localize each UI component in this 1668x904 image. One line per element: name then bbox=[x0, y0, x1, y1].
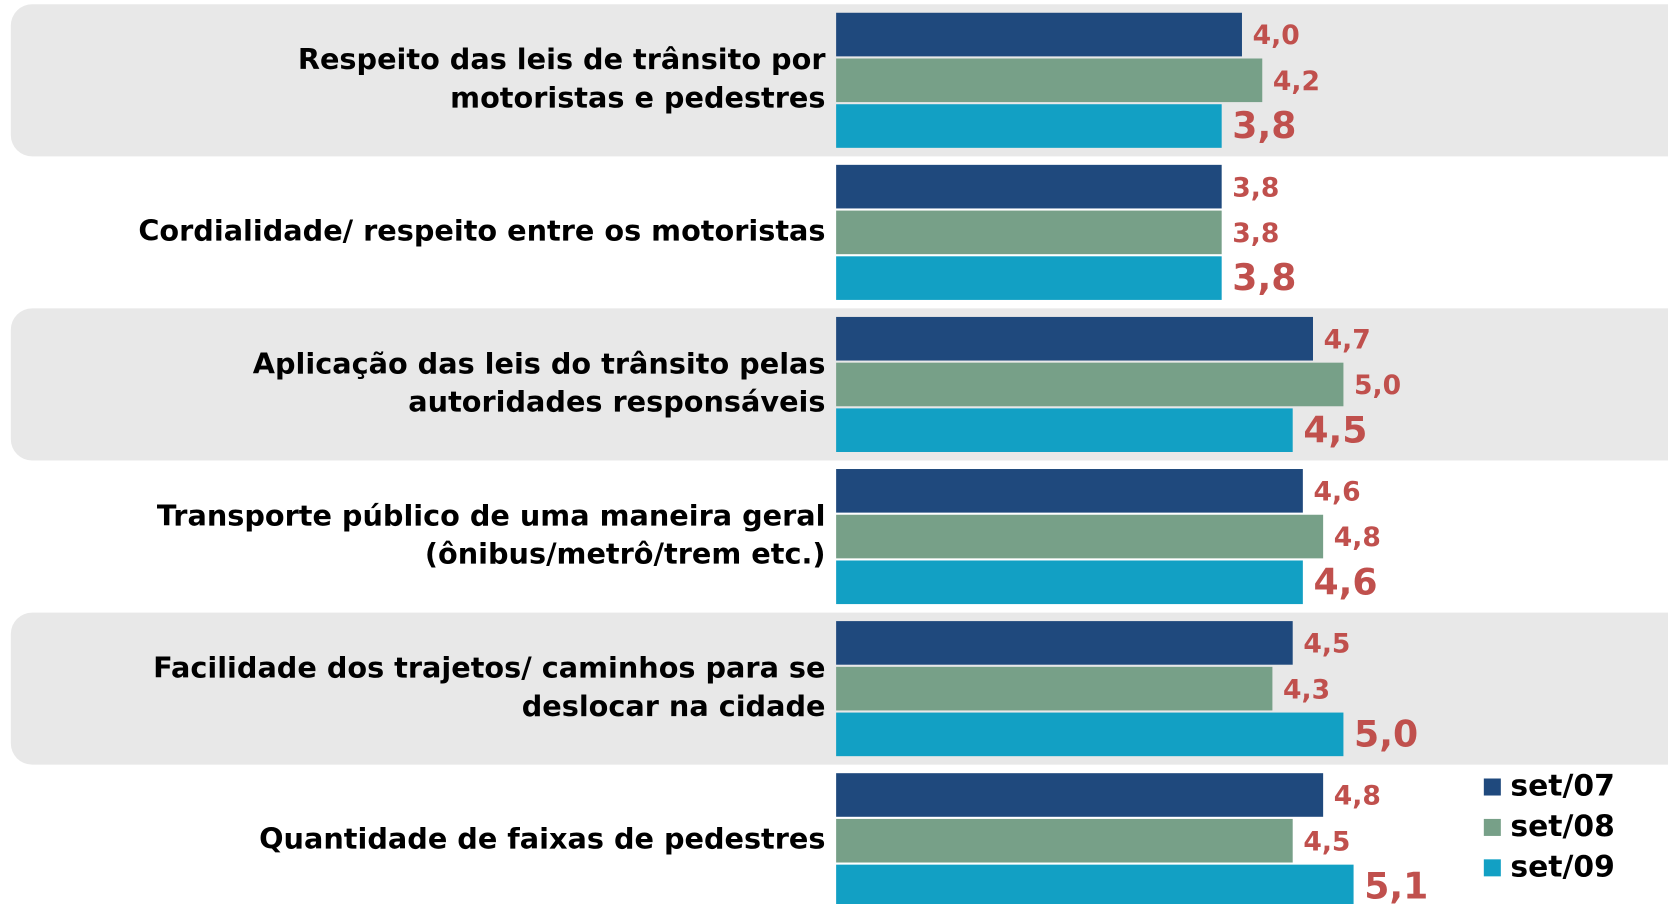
legend-swatch bbox=[1483, 778, 1501, 796]
category-label: Respeito das leis de trânsito por bbox=[298, 42, 826, 76]
value-label: 5,0 bbox=[1354, 370, 1401, 401]
bar bbox=[836, 58, 1263, 103]
bar bbox=[836, 666, 1273, 711]
category-label: deslocar na cidade bbox=[522, 689, 826, 723]
legend-swatch bbox=[1483, 859, 1501, 877]
bar bbox=[836, 560, 1303, 605]
value-label: 4,5 bbox=[1303, 826, 1350, 857]
bar bbox=[836, 210, 1222, 255]
category-label: Facilidade dos trajetos/ caminhos para s… bbox=[153, 650, 825, 684]
value-label: 5,0 bbox=[1354, 712, 1418, 755]
value-label: 4,5 bbox=[1303, 408, 1367, 451]
legend-label: set/07 bbox=[1510, 769, 1614, 804]
category-label: Cordialidade/ respeito entre os motorist… bbox=[138, 213, 825, 247]
category-label: autoridades responsáveis bbox=[408, 385, 825, 419]
value-label: 4,6 bbox=[1313, 476, 1360, 507]
value-label: 4,8 bbox=[1334, 522, 1381, 553]
bar bbox=[836, 104, 1222, 148]
bar bbox=[836, 818, 1293, 863]
bar bbox=[836, 621, 1293, 665]
legend-swatch bbox=[1483, 818, 1501, 836]
value-label: 4,8 bbox=[1334, 781, 1381, 812]
value-label: 3,8 bbox=[1232, 256, 1296, 299]
bar bbox=[836, 316, 1313, 361]
bar bbox=[836, 408, 1293, 452]
category-label: (ônibus/metrô/trem etc.) bbox=[425, 537, 826, 571]
bar bbox=[836, 864, 1354, 904]
category-label: Quantidade de faixas de pedestres bbox=[259, 822, 825, 856]
bar bbox=[836, 256, 1222, 300]
bar bbox=[836, 469, 1303, 513]
bar bbox=[836, 773, 1324, 817]
bar bbox=[836, 164, 1222, 209]
value-label: 4,7 bbox=[1324, 324, 1371, 355]
value-label: 3,8 bbox=[1232, 218, 1279, 249]
category-label: motoristas e pedestres bbox=[450, 80, 825, 114]
bar bbox=[836, 514, 1324, 559]
value-label: 3,8 bbox=[1232, 172, 1279, 203]
value-label: 4,5 bbox=[1303, 629, 1350, 660]
bar bbox=[836, 712, 1344, 757]
value-label: 4,2 bbox=[1273, 66, 1320, 97]
category-label: Aplicação das leis do trânsito pelas bbox=[253, 346, 826, 380]
legend-label: set/08 bbox=[1510, 809, 1614, 844]
value-label: 5,1 bbox=[1364, 865, 1428, 904]
value-label: 3,8 bbox=[1232, 104, 1296, 147]
legend-label: set/09 bbox=[1510, 849, 1614, 884]
category-label: Transporte público de uma maneira geral bbox=[157, 498, 826, 532]
value-label: 4,0 bbox=[1253, 20, 1300, 51]
bar bbox=[836, 362, 1344, 407]
value-label: 4,6 bbox=[1313, 560, 1377, 603]
value-label: 4,3 bbox=[1283, 674, 1330, 705]
bar bbox=[836, 12, 1242, 57]
